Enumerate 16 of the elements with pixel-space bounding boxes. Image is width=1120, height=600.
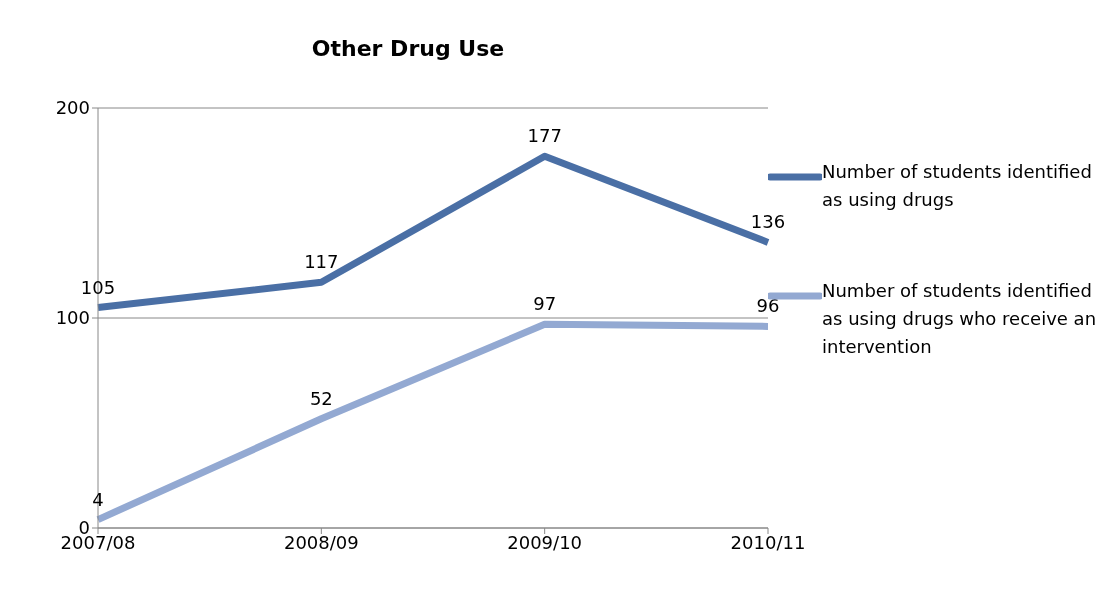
data-label: 105 [80,276,116,298]
x-tick-label: 2008/09 [283,531,359,553]
y-tick-label: 200 [55,97,90,119]
legend-label: Number of students identified as using drugs who receive an intervention [822,279,1098,359]
data-label: 97 [533,293,557,315]
data-label: 177 [527,125,562,147]
x-tick-label: 2010/11 [730,531,806,553]
data-label: 4 [92,488,104,510]
x-tick-label: 2009/10 [507,531,583,553]
data-label: 96 [756,295,780,317]
data-label: 136 [750,211,786,233]
legend-label: Number of students identified as using drugs [822,160,1093,212]
chart-title: Other Drug Use [310,36,506,61]
data-label: 52 [309,387,333,409]
data-label: 117 [304,251,339,273]
y-tick-label: 100 [55,307,90,329]
